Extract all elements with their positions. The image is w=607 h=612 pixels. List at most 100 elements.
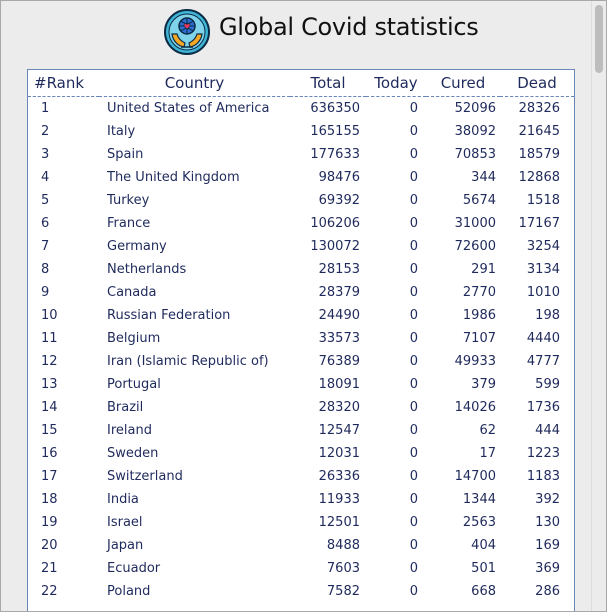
- cell-cured: 38092: [454, 124, 496, 139]
- cell-today: 0: [409, 400, 418, 415]
- table-row[interactable]: 5 Turkey 69392 0 5674 1518: [28, 189, 574, 212]
- table-row[interactable]: 15 Ireland 12547 0 62 444: [28, 419, 574, 442]
- table-row[interactable]: 9 Canada 28379 0 2770 1010: [28, 281, 574, 304]
- cell-cured: 70853: [454, 147, 496, 162]
- cell-total: 12501: [318, 515, 360, 530]
- cell-cured: 31000: [454, 216, 496, 231]
- cell-cured: 1344: [462, 492, 496, 507]
- table-row[interactable]: 14 Brazil 28320 0 14026 1736: [28, 396, 574, 419]
- cell-dead: 1736: [526, 400, 560, 415]
- table-row[interactable]: 12 Iran (Islamic Republic of) 76389 0 49933 4…: [28, 350, 574, 373]
- cell-total: 165155: [310, 124, 360, 139]
- cell-today: 0: [409, 193, 418, 208]
- cell-rank: 21: [41, 561, 58, 576]
- column-header-rank[interactable]: #Rank: [28, 70, 99, 97]
- cell-total: 69392: [318, 193, 360, 208]
- cell-dead: 599: [535, 377, 560, 392]
- cell-rank: 3: [41, 147, 50, 162]
- cell-cured: 344: [471, 170, 496, 185]
- table-row[interactable]: 3 Spain 177633 0 70853 18579: [28, 143, 574, 166]
- cell-dead: 1223: [526, 446, 560, 461]
- header: Global Covid statistics: [1, 1, 589, 63]
- cell-dead: 286: [535, 584, 560, 599]
- cell-country: Japan: [107, 538, 144, 553]
- table-row[interactable]: 16 Sweden 12031 0 17 1223: [28, 442, 574, 465]
- cell-total: 12031: [318, 446, 360, 461]
- cell-dead: 28326: [518, 101, 560, 116]
- cell-country: Belgium: [107, 331, 161, 346]
- table-header-row: #Rank Country Total Today Cured Dead: [28, 70, 574, 97]
- cell-dead: 3254: [526, 239, 560, 254]
- table-row[interactable]: 22 Poland 7582 0 668 286: [28, 580, 574, 603]
- table-row[interactable]: 11 Belgium 33573 0 7107 4440: [28, 327, 574, 350]
- cell-rank: 8: [41, 262, 50, 277]
- cell-dead: 198: [535, 308, 560, 323]
- table-row[interactable]: 17 Switzerland 26336 0 14700 1183: [28, 465, 574, 488]
- cell-today: 0: [409, 584, 418, 599]
- column-header-dead[interactable]: Dead: [500, 70, 574, 97]
- cell-today: 0: [409, 469, 418, 484]
- column-header-country[interactable]: Country: [99, 70, 290, 97]
- table-row[interactable]: 8 Netherlands 28153 0 291 3134: [28, 258, 574, 281]
- cell-total: 26336: [318, 469, 360, 484]
- cell-today: 0: [409, 492, 418, 507]
- cell-total: 106206: [310, 216, 360, 231]
- table-row[interactable]: 21 Ecuador 7603 0 501 369: [28, 557, 574, 580]
- vertical-scrollbar[interactable]: [591, 1, 606, 611]
- cell-total: 98476: [318, 170, 360, 185]
- cell-country: The United Kingdom: [107, 170, 240, 185]
- cell-country: Russian Federation: [107, 308, 231, 323]
- cell-cured: 49933: [454, 354, 496, 369]
- column-header-today[interactable]: Today: [366, 70, 426, 97]
- cell-total: 12547: [318, 423, 360, 438]
- table-row[interactable]: 6 France 106206 0 31000 17167: [28, 212, 574, 235]
- cell-dead: 1010: [526, 285, 560, 300]
- cell-country: Brazil: [107, 400, 144, 415]
- cell-dead: 12868: [518, 170, 560, 185]
- cell-cured: 7107: [462, 331, 496, 346]
- cell-total: 24490: [318, 308, 360, 323]
- table-row[interactable]: 18 India 11933 0 1344 392: [28, 488, 574, 511]
- cell-cured: 668: [471, 584, 496, 599]
- cell-cured: 291: [471, 262, 496, 277]
- stats-table: #Rank Country Total Today Cured Dead 1 Un…: [28, 70, 574, 603]
- cell-total: 28320: [318, 400, 360, 415]
- cell-country: Sweden: [107, 446, 159, 461]
- table-row[interactable]: 13 Portugal 18091 0 379 599: [28, 373, 574, 396]
- column-header-total[interactable]: Total: [290, 70, 366, 97]
- cell-country: Italy: [107, 124, 136, 139]
- cell-dead: 4777: [526, 354, 560, 369]
- cell-dead: 369: [535, 561, 560, 576]
- cell-rank: 6: [41, 216, 50, 231]
- column-header-cured[interactable]: Cured: [426, 70, 500, 97]
- cell-dead: 130: [535, 515, 560, 530]
- cell-rank: 13: [41, 377, 58, 392]
- cell-total: 177633: [310, 147, 360, 162]
- scrollbar-thumb[interactable]: [595, 5, 603, 73]
- cell-rank: 7: [41, 239, 50, 254]
- cell-rank: 16: [41, 446, 58, 461]
- stats-table-panel: #Rank Country Total Today Cured Dead 1 Un…: [27, 69, 575, 611]
- table-row[interactable]: 10 Russian Federation 24490 0 1986 198: [28, 304, 574, 327]
- table-row[interactable]: 20 Japan 8488 0 404 169: [28, 534, 574, 557]
- table-body: 1 United States of America 636350 0 52096 283…: [28, 97, 574, 604]
- cell-dead: 18579: [518, 147, 560, 162]
- cell-total: 18091: [318, 377, 360, 392]
- cell-rank: 17: [41, 469, 58, 484]
- cell-country: Israel: [107, 515, 143, 530]
- cell-country: Switzerland: [107, 469, 183, 484]
- cell-dead: 21645: [518, 124, 560, 139]
- cell-total: 130072: [310, 239, 360, 254]
- table-row[interactable]: 19 Israel 12501 0 2563 130: [28, 511, 574, 534]
- cell-today: 0: [409, 515, 418, 530]
- table-row[interactable]: 1 United States of America 636350 0 52096 283…: [28, 97, 574, 121]
- table-row[interactable]: 4 The United Kingdom 98476 0 344 12868: [28, 166, 574, 189]
- cell-rank: 1: [41, 101, 50, 116]
- cell-total: 7603: [326, 561, 360, 576]
- cell-today: 0: [409, 239, 418, 254]
- cell-dead: 3134: [526, 262, 560, 277]
- table-row[interactable]: 7 Germany 130072 0 72600 3254: [28, 235, 574, 258]
- table-row[interactable]: 2 Italy 165155 0 38092 21645: [28, 120, 574, 143]
- cell-rank: 20: [41, 538, 58, 553]
